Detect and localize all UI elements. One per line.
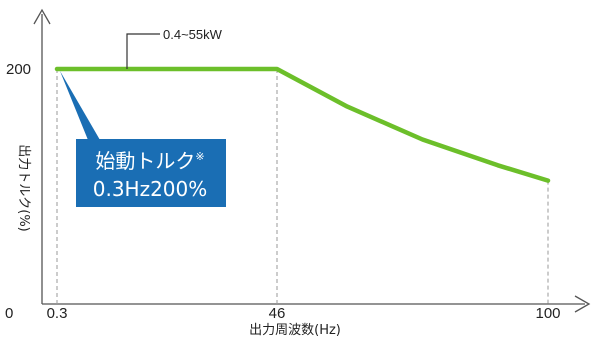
series-label-leader [126, 33, 160, 69]
callout-line2: 0.3Hz200% [93, 177, 208, 201]
y-axis-title: 出力トルク(%) [16, 144, 31, 232]
tick-labels: 0.3 46 100 0 200 [5, 61, 561, 322]
y-tick-label: 0 [5, 305, 13, 322]
starting-torque-callout [76, 139, 226, 207]
x-axis-arrow [574, 295, 591, 313]
callout-pointer [60, 71, 100, 140]
y-axis-arrow [33, 8, 51, 25]
x-tick-label: 0.3 [47, 305, 68, 322]
y-tick-label: 200 [6, 61, 31, 78]
x-tick-label: 46 [269, 305, 286, 322]
torque-curve [54, 66, 551, 183]
series-label: 0.4~55kW [163, 27, 223, 42]
x-axis-title: 出力周波数(Hz) [249, 323, 341, 338]
callout-line1: 始動トルク※ [95, 149, 204, 173]
callout-footnote-mark: ※ [195, 150, 204, 163]
x-tick-label: 100 [535, 305, 560, 322]
